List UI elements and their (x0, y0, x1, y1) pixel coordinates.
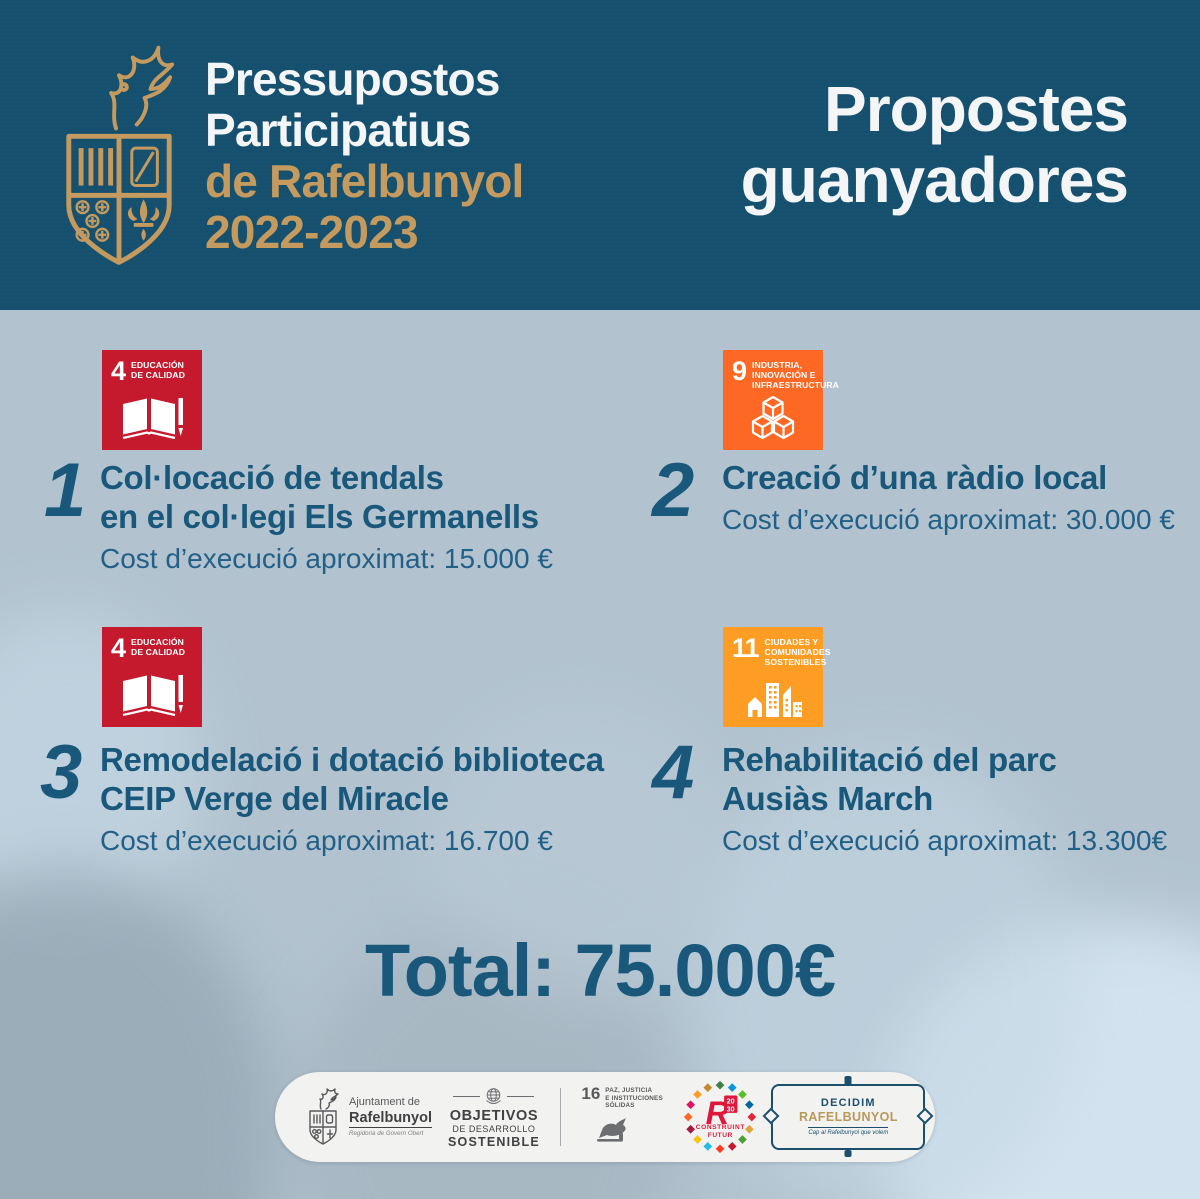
un-emblem-icon (486, 1087, 502, 1104)
svg-text:30: 30 (727, 1105, 735, 1113)
decidim-rafelbunyol-badge: DECIDIM RAFELBUNYOL Cap al Rafelbunyol q… (762, 1076, 934, 1157)
proposal-text: Remodelació i dotació biblioteca CEIP Ve… (100, 737, 604, 857)
cubes-icon (751, 395, 795, 440)
proposal-title: Creació d’una ràdio local (722, 459, 1107, 496)
proposal-text: Rehabilitació del parc Ausiàs March Cost… (722, 737, 1167, 857)
rule-right (507, 1095, 535, 1097)
book-and-pencil-icon (122, 675, 183, 717)
book-and-pencil-icon (122, 398, 183, 440)
sdg-goal-number: 4 (111, 633, 126, 663)
construint-futur-label: CONSTRUINT FUTUR (695, 1124, 745, 1139)
un-emblem-row (448, 1086, 540, 1107)
sdg-goal-label: INDUSTRIA, INNOVACIÓN E INFRAESTRUCTURA (752, 360, 839, 390)
proposal-cost: Cost d’execució aproximat: 16.700 € (100, 825, 553, 856)
proposal-2: 2 Creació d’una ràdio local Cost d’execu… (652, 448, 1192, 536)
sdg-goal-number: 11 (732, 633, 760, 663)
proposal-text: Col·locació de tendals en el col·legi El… (100, 455, 553, 575)
sdg-tile-header: 9 INDUSTRIA, INNOVACIÓN E INFRAESTRUCTUR… (732, 356, 839, 391)
badge-ornament-top (844, 1076, 852, 1085)
sdg-9-tile: 9 INDUSTRIA, INNOVACIÓN E INFRAESTRUCTUR… (723, 350, 839, 450)
proposal-1: 1 Col·locació de tendals en el col·legi … (44, 448, 624, 575)
sdg-goal-number: 4 (111, 356, 126, 386)
brand-line-2: Participatius (205, 104, 472, 156)
sdg-objectives-logo: OBJETIVOS DE DESARROLLO SOSTENIBLE (448, 1086, 540, 1149)
ajuntament-crest-icon (309, 1088, 339, 1145)
ajuntament-logo: Ajuntament de Rafelbunyol Regidoria de G… (305, 1088, 432, 1146)
proposal-number: 4 (652, 730, 694, 815)
svg-text:20: 20 (727, 1098, 735, 1106)
sdg-goal-label: EDUCACIÓN DE CALIDAD (131, 637, 186, 657)
page-title: Propostes guanyadores (740, 73, 1129, 216)
badge-ornament-bottom (844, 1150, 852, 1157)
sdg-goal-label: CIUDADES Y COMUNIDADES SOSTENIBLES (764, 637, 831, 667)
sdg-tile-header: 4 EDUCACIÓN DE CALIDAD (111, 356, 195, 386)
rafelbunyol-coat-of-arms-icon (66, 45, 175, 265)
sdg-11-tile: 11 CIUDADES Y COMUNIDADES SOSTENIBLES (723, 627, 830, 727)
ajuntament-text: Ajuntament de Rafelbunyol Regidoria de G… (349, 1096, 432, 1137)
dove-and-gavel-icon (597, 1117, 627, 1142)
sdg-16-logo: 16 PAZ, JUSTICIA E INSTITUCIONES SÓLIDAS (581, 1084, 669, 1148)
proposal-cost: Cost d’execució aproximat: 30.000 € (722, 504, 1175, 535)
crowd-head-shape (0, 870, 280, 1199)
sdg-4-tile: 4 EDUCACIÓN DE CALIDAD (102, 627, 202, 727)
proposal-title: Remodelació i dotació biblioteca CEIP Ve… (100, 741, 604, 817)
construint-futur-logo: R 20 30 CONSTRUINT FUTUR (681, 1078, 759, 1156)
footer-divider (559, 1088, 562, 1146)
crowd-head-shape (430, 700, 730, 1000)
brand-line-3: de Rafelbunyol (205, 155, 524, 207)
proposal-4: 4 Rehabilitació del parc Ausiàs March Co… (652, 730, 1192, 857)
headline-line-2: guanyadores (740, 144, 1129, 216)
headline-line-1: Propostes (824, 73, 1129, 145)
construint-futur-ring-icon: R 20 30 (684, 1080, 757, 1154)
proposal-text: Creació d’una ràdio local Cost d’execuci… (722, 455, 1175, 536)
brand-line-1: Pressupostos (205, 53, 500, 105)
total-amount: Total: 75.000€ (365, 929, 836, 1012)
proposal-cost: Cost d’execució aproximat: 13.300€ (722, 825, 1168, 856)
city-buildings-icon (748, 683, 802, 717)
sdg-4-tile: 4 EDUCACIÓN DE CALIDAD (102, 350, 202, 450)
proposal-title: Col·locació de tendals en el col·legi El… (100, 459, 539, 535)
sdg-tile-header: 11 CIUDADES Y COMUNIDADES SOSTENIBLES (732, 633, 830, 668)
sdg-goal-number: 9 (732, 356, 747, 386)
sdg16-label: PAZ, JUSTICIA E INSTITUCIONES SÓLIDAS (605, 1087, 663, 1110)
proposal-number: 3 (40, 730, 82, 815)
proposal-3: 3 Remodelació i dotació biblioteca CEIP … (40, 730, 660, 857)
proposal-title: Rehabilitació del parc Ausiàs March (722, 741, 1057, 817)
sdg-tile-header: 4 EDUCACIÓN DE CALIDAD (111, 633, 195, 663)
poster-brand-title: Pressupostos Participatius de Rafelbunyo… (205, 54, 524, 258)
sdg-goal-label: EDUCACIÓN DE CALIDAD (131, 360, 186, 380)
footer-logo-bar: Ajuntament de Rafelbunyol Regidoria de G… (275, 1072, 935, 1162)
brand-line-4: 2022-2023 (205, 206, 419, 258)
proposal-number: 2 (652, 448, 694, 533)
sdg16-header: 16 PAZ, JUSTICIA E INSTITUCIONES SÓLIDAS (581, 1084, 663, 1110)
rule-left (453, 1095, 481, 1097)
badge-ornament-right (916, 1107, 934, 1125)
proposal-number: 1 (44, 448, 86, 533)
header-band: Pressupostos Participatius de Rafelbunyo… (0, 0, 1200, 310)
proposal-cost: Cost d’execució aproximat: 15.000 € (100, 543, 553, 574)
badge-ornament-left (762, 1107, 780, 1125)
